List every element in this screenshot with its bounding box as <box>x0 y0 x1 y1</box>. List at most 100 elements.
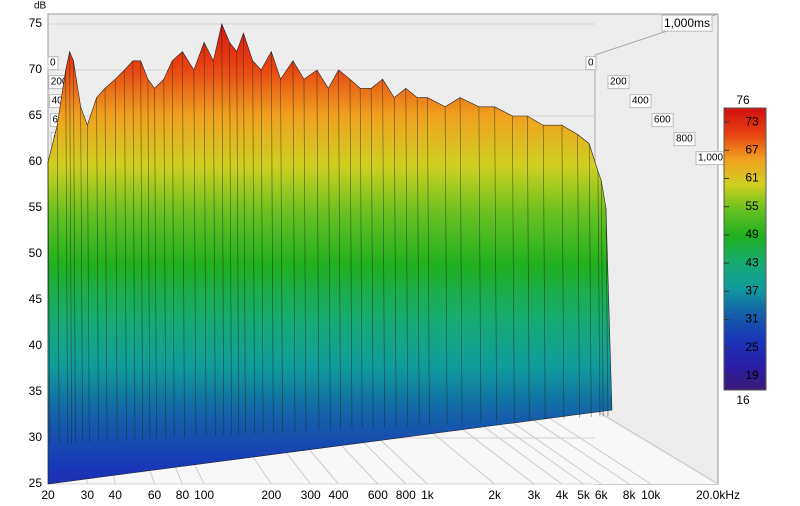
label-box <box>47 56 59 71</box>
ridge <box>270 51 274 433</box>
colorbar-tick-label: 67 <box>745 142 759 156</box>
time-end-label: 1,000ms <box>664 16 710 30</box>
x-tick-label: 10k <box>641 488 661 502</box>
grid-line <box>539 411 652 485</box>
colorbar-tick-label: 43 <box>745 255 759 269</box>
x-tick-label: 40 <box>109 488 123 502</box>
x-tick-label: 800 <box>396 488 416 502</box>
time-tick-label: 400 <box>632 96 649 107</box>
y-axis-label: dB <box>34 1 47 12</box>
label-box <box>661 14 713 32</box>
ridge <box>260 69 264 434</box>
colorbar-tick-label: 61 <box>745 171 759 185</box>
ridge <box>359 88 363 429</box>
ridge <box>221 23 225 436</box>
ridge <box>182 51 185 438</box>
ridge <box>229 42 232 435</box>
x-tick-label: 20.0kHz <box>696 488 740 502</box>
ridge <box>494 106 498 422</box>
x-tick-label: 400 <box>329 488 349 502</box>
x-tick-label: 8k <box>623 488 637 502</box>
ridge <box>444 106 448 425</box>
ridge <box>478 106 482 423</box>
colorbar-tick-label: 49 <box>745 227 759 241</box>
colorbar-tick-label: 37 <box>745 283 759 297</box>
ridge <box>47 161 51 445</box>
x-tick-label: 4k <box>556 488 570 502</box>
ridge <box>69 51 72 443</box>
grid-line <box>594 409 719 485</box>
ridge <box>588 143 592 417</box>
ridge <box>526 115 530 421</box>
label-box <box>651 113 674 128</box>
time-tick-label: 200 <box>51 77 68 88</box>
label-box <box>673 132 696 147</box>
ridge <box>303 79 307 432</box>
ridge <box>124 69 127 441</box>
y-tick-label: 25 <box>29 476 43 490</box>
time-tick-label: 200 <box>610 77 627 88</box>
y-tick-label: 45 <box>29 292 43 306</box>
ridge <box>212 60 216 436</box>
ridge <box>243 33 246 435</box>
y-tick-label: 40 <box>29 338 43 352</box>
colorbar-max-label: 76 <box>736 93 750 107</box>
ridge <box>416 97 420 426</box>
ridge <box>140 60 144 440</box>
ridge <box>349 79 353 429</box>
y-tick-label: 55 <box>29 200 43 214</box>
y-tick-label: 75 <box>29 16 43 30</box>
ridge <box>280 79 283 433</box>
ridge <box>459 97 463 424</box>
ridge <box>605 207 609 417</box>
x-tick-label: 6k <box>595 488 609 502</box>
x-tick-label: 30 <box>81 488 95 502</box>
colorbar-min-label: 16 <box>736 393 750 407</box>
ridge <box>104 88 108 442</box>
ridge <box>147 79 151 440</box>
x-tick-label: 200 <box>261 488 281 502</box>
ridge <box>80 106 83 443</box>
ridge <box>316 69 320 431</box>
colorbar-tick-label: 25 <box>745 340 759 354</box>
ridge <box>252 60 256 434</box>
colorbar-tick-label: 19 <box>745 368 759 382</box>
ridge <box>203 42 207 437</box>
y-tick-label: 60 <box>29 154 43 168</box>
ridge <box>96 97 99 442</box>
time-tick-label: 0 <box>588 58 594 69</box>
y-tick-label: 70 <box>29 62 43 76</box>
x-tick-label: 100 <box>194 488 214 502</box>
time-tick-label: 0 <box>50 58 56 69</box>
x-tick-label: 1k <box>421 488 435 502</box>
colorbar-tick-label: 31 <box>745 312 759 326</box>
ridge <box>327 88 331 430</box>
grid-line <box>484 413 584 485</box>
y-tick-label: 30 <box>29 430 43 444</box>
time-tick-label: 1,000 <box>698 153 723 164</box>
label-box <box>629 94 652 109</box>
grid-line <box>522 412 630 485</box>
ridge <box>154 88 157 439</box>
ridge <box>427 97 430 426</box>
ridge <box>600 180 604 417</box>
ridge <box>561 125 565 419</box>
ridge <box>393 97 397 427</box>
label-box <box>607 75 630 90</box>
ridge <box>236 51 240 435</box>
ridge <box>292 60 296 432</box>
ridge <box>193 69 197 437</box>
time-tick-label: 800 <box>676 134 693 145</box>
ridge <box>114 79 118 441</box>
time-tick-label: 400 <box>52 96 69 107</box>
colorbar-tick-label: 73 <box>745 114 759 128</box>
ridge <box>382 79 385 428</box>
x-tick-label: 60 <box>148 488 162 502</box>
ridge <box>163 79 167 439</box>
x-tick-label: 600 <box>368 488 388 502</box>
x-tick-label: 3k <box>528 488 542 502</box>
ridge <box>56 125 60 444</box>
label-box <box>585 56 597 71</box>
ridge <box>512 115 515 421</box>
